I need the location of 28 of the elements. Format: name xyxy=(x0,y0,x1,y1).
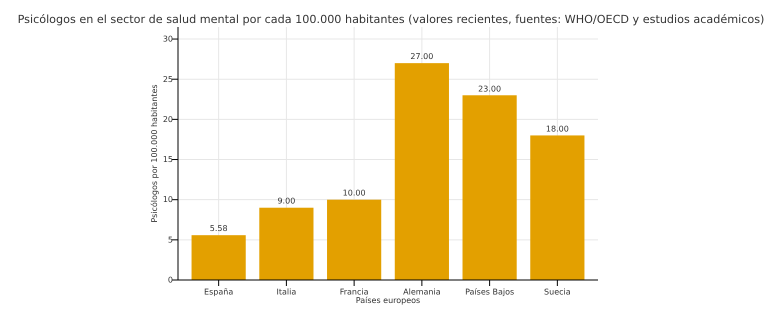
data-label: 23.00 xyxy=(478,84,502,94)
x-tick-label: Países Bajos xyxy=(465,288,514,297)
data-label: 5.58 xyxy=(210,224,228,234)
bar xyxy=(394,63,449,280)
bar xyxy=(259,208,314,280)
data-label: 27.00 xyxy=(410,52,434,62)
y-tick-label: 25 xyxy=(162,74,173,84)
chart-title: Psicólogos en el sector de salud mental por cada 100.000 habitantes (valores recientes, fuentes: WHO/OECD y estudios académicos) xyxy=(18,13,764,26)
x-tick-label: España xyxy=(204,288,234,297)
y-tick-label: 0 xyxy=(168,276,173,285)
y-axis-title: Psicólogos por 100.000 habitantes xyxy=(150,84,159,223)
bar xyxy=(462,95,517,280)
data-label: 18.00 xyxy=(546,124,569,134)
x-tick-label: Francia xyxy=(340,288,369,297)
y-tick-label: 15 xyxy=(162,155,173,164)
x-tick-label: Suecia xyxy=(544,288,571,297)
x-tick-label: Alemania xyxy=(403,288,441,297)
x-axis-title: Países europeos xyxy=(356,296,420,305)
data-label: 10.00 xyxy=(342,188,366,198)
y-tick-label: 30 xyxy=(162,34,173,44)
bar xyxy=(530,135,584,280)
y-tick-label: 5 xyxy=(168,235,173,244)
bar xyxy=(327,200,382,280)
y-tick-label: 20 xyxy=(162,114,173,124)
x-tick-label: Italia xyxy=(276,288,296,297)
y-tick-label: 10 xyxy=(162,195,173,204)
bar xyxy=(192,235,246,280)
data-label: 9.00 xyxy=(277,196,296,206)
